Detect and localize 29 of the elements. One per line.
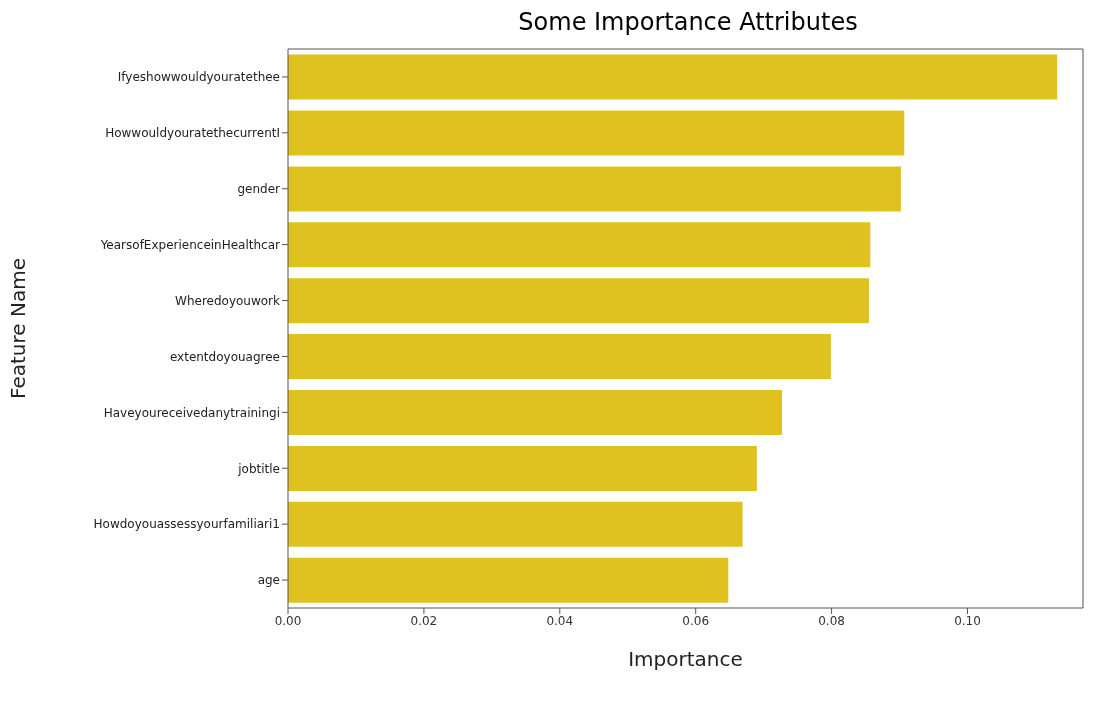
x-tick-label: 0.02 <box>410 613 438 628</box>
y-tick-label: gender <box>237 182 281 197</box>
bar <box>288 557 729 603</box>
bar <box>288 334 831 380</box>
bar <box>288 166 901 212</box>
y-tick-label: Haveyoureceivedanytrainingi <box>103 405 280 420</box>
y-tick-label: age <box>257 573 280 588</box>
y-axis-title: Feature Name <box>6 258 31 399</box>
bar <box>288 389 782 435</box>
x-tick-label: 0.06 <box>682 613 710 628</box>
y-tick-label: jobtitle <box>237 461 280 476</box>
x-tick-label: 0.00 <box>274 613 302 628</box>
bar <box>288 54 1058 100</box>
bar <box>288 501 743 547</box>
y-tick-label: YearsofExperienceinHealthcar <box>99 237 281 252</box>
y-tick-label: Wheredoyouwork <box>175 293 281 308</box>
y-tick-label: extentdoyouagree <box>169 349 280 364</box>
x-tick-label: 0.10 <box>954 613 981 628</box>
x-axis-title: Importance <box>628 647 743 671</box>
y-tick-label: Howdoyouassessyourfamiliari1 <box>93 517 280 532</box>
bar <box>288 222 871 268</box>
bar <box>288 110 905 156</box>
chart-title: Some Importance Attributes <box>517 8 859 38</box>
y-tick-label: Ifyeshowwouldyouratethee <box>117 70 280 85</box>
x-tick-label: 0.08 <box>818 613 845 628</box>
bar <box>288 278 869 324</box>
bar <box>288 445 757 491</box>
x-tick-label: 0.04 <box>546 613 574 628</box>
y-tick-label: HowwouldyouratethecurrentI <box>105 126 280 141</box>
